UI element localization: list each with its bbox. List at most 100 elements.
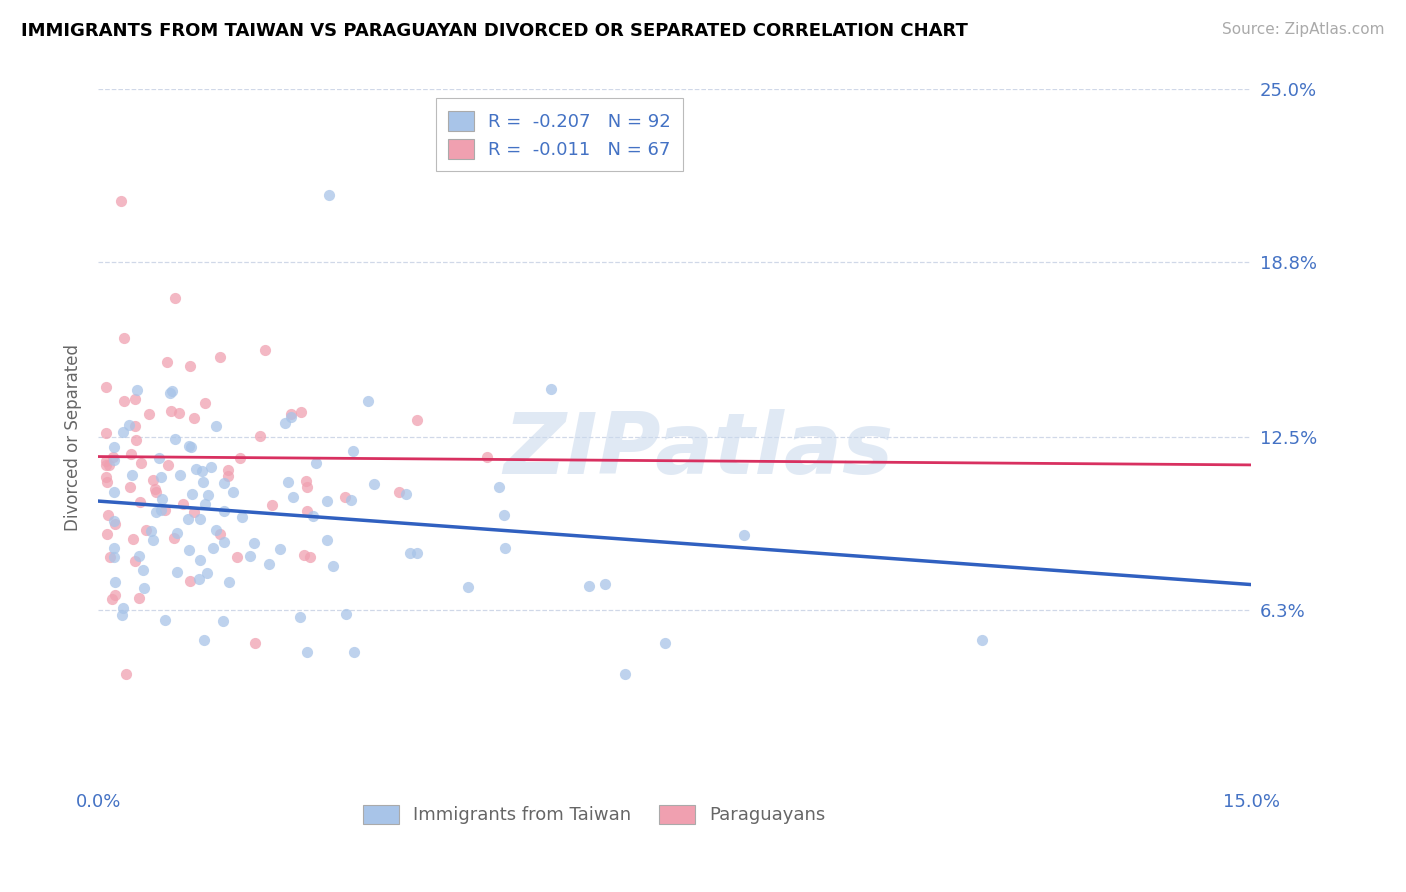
Point <box>280 409 302 424</box>
Point <box>179 574 201 589</box>
Point <box>231 510 253 524</box>
Point <box>177 543 200 558</box>
Point <box>128 591 150 606</box>
Point <box>201 541 224 555</box>
Point <box>322 559 344 574</box>
Point <box>149 503 172 517</box>
Point <box>733 528 755 542</box>
Point <box>290 405 312 419</box>
Point <box>305 456 328 470</box>
Point <box>97 458 120 472</box>
Point <box>120 447 142 461</box>
Point <box>249 428 271 442</box>
Point <box>96 526 118 541</box>
Point <box>205 523 228 537</box>
Point <box>169 467 191 482</box>
Point <box>121 467 143 482</box>
Point <box>181 487 204 501</box>
Point <box>110 194 132 208</box>
Legend: Immigrants from Taiwan, Paraguayans: Immigrants from Taiwan, Paraguayans <box>356 797 832 831</box>
Point <box>115 666 138 681</box>
Point <box>204 419 226 434</box>
Point <box>316 494 339 508</box>
Point <box>135 523 157 537</box>
Point <box>335 607 357 621</box>
Point <box>97 508 120 522</box>
Point <box>101 592 124 607</box>
Point <box>209 527 232 541</box>
Point <box>143 483 166 497</box>
Point <box>145 485 167 500</box>
Point <box>166 565 188 579</box>
Point <box>395 487 418 501</box>
Point <box>96 475 118 490</box>
Point <box>172 497 194 511</box>
Text: Source: ZipAtlas.com: Source: ZipAtlas.com <box>1222 22 1385 37</box>
Point <box>129 456 152 470</box>
Point <box>165 432 187 446</box>
Point <box>316 533 339 547</box>
Point <box>239 549 262 564</box>
Point <box>197 488 219 502</box>
Point <box>177 512 200 526</box>
Point <box>103 485 125 500</box>
Point <box>190 553 212 567</box>
Point <box>121 532 143 546</box>
Point <box>191 475 214 489</box>
Point <box>208 350 231 364</box>
Point <box>654 636 676 650</box>
Point <box>103 549 125 564</box>
Point <box>294 474 316 488</box>
Point <box>200 460 222 475</box>
Point <box>112 425 135 439</box>
Point <box>180 440 202 454</box>
Point <box>212 535 235 549</box>
Point <box>333 490 356 504</box>
Point <box>118 417 141 432</box>
Point <box>217 469 239 483</box>
Point <box>302 508 325 523</box>
Point <box>94 454 117 468</box>
Point <box>457 581 479 595</box>
Point <box>212 476 235 491</box>
Point <box>150 491 173 506</box>
Point <box>229 451 252 466</box>
Point <box>187 573 209 587</box>
Point <box>217 463 239 477</box>
Point <box>595 577 617 591</box>
Point <box>103 514 125 528</box>
Point <box>288 610 311 624</box>
Point <box>281 490 304 504</box>
Point <box>103 440 125 454</box>
Point <box>167 406 190 420</box>
Point <box>145 505 167 519</box>
Point <box>125 433 148 447</box>
Point <box>242 536 264 550</box>
Point <box>94 426 117 441</box>
Point <box>613 666 636 681</box>
Point <box>103 453 125 467</box>
Point <box>193 632 215 647</box>
Point <box>183 504 205 518</box>
Point <box>101 450 124 465</box>
Point <box>138 408 160 422</box>
Point <box>142 473 165 487</box>
Point <box>243 636 266 650</box>
Point <box>103 517 125 532</box>
Point <box>406 413 429 427</box>
Point <box>127 383 149 397</box>
Point <box>492 508 515 522</box>
Point <box>488 480 510 494</box>
Point <box>128 549 150 564</box>
Point <box>104 575 127 590</box>
Point <box>162 531 184 545</box>
Text: ZIPatlas: ZIPatlas <box>503 409 893 492</box>
Point <box>112 394 135 409</box>
Point <box>540 382 562 396</box>
Point <box>98 549 121 564</box>
Point <box>194 395 217 409</box>
Point <box>157 458 180 473</box>
Point <box>153 613 176 627</box>
Point <box>195 566 218 580</box>
Point <box>166 525 188 540</box>
